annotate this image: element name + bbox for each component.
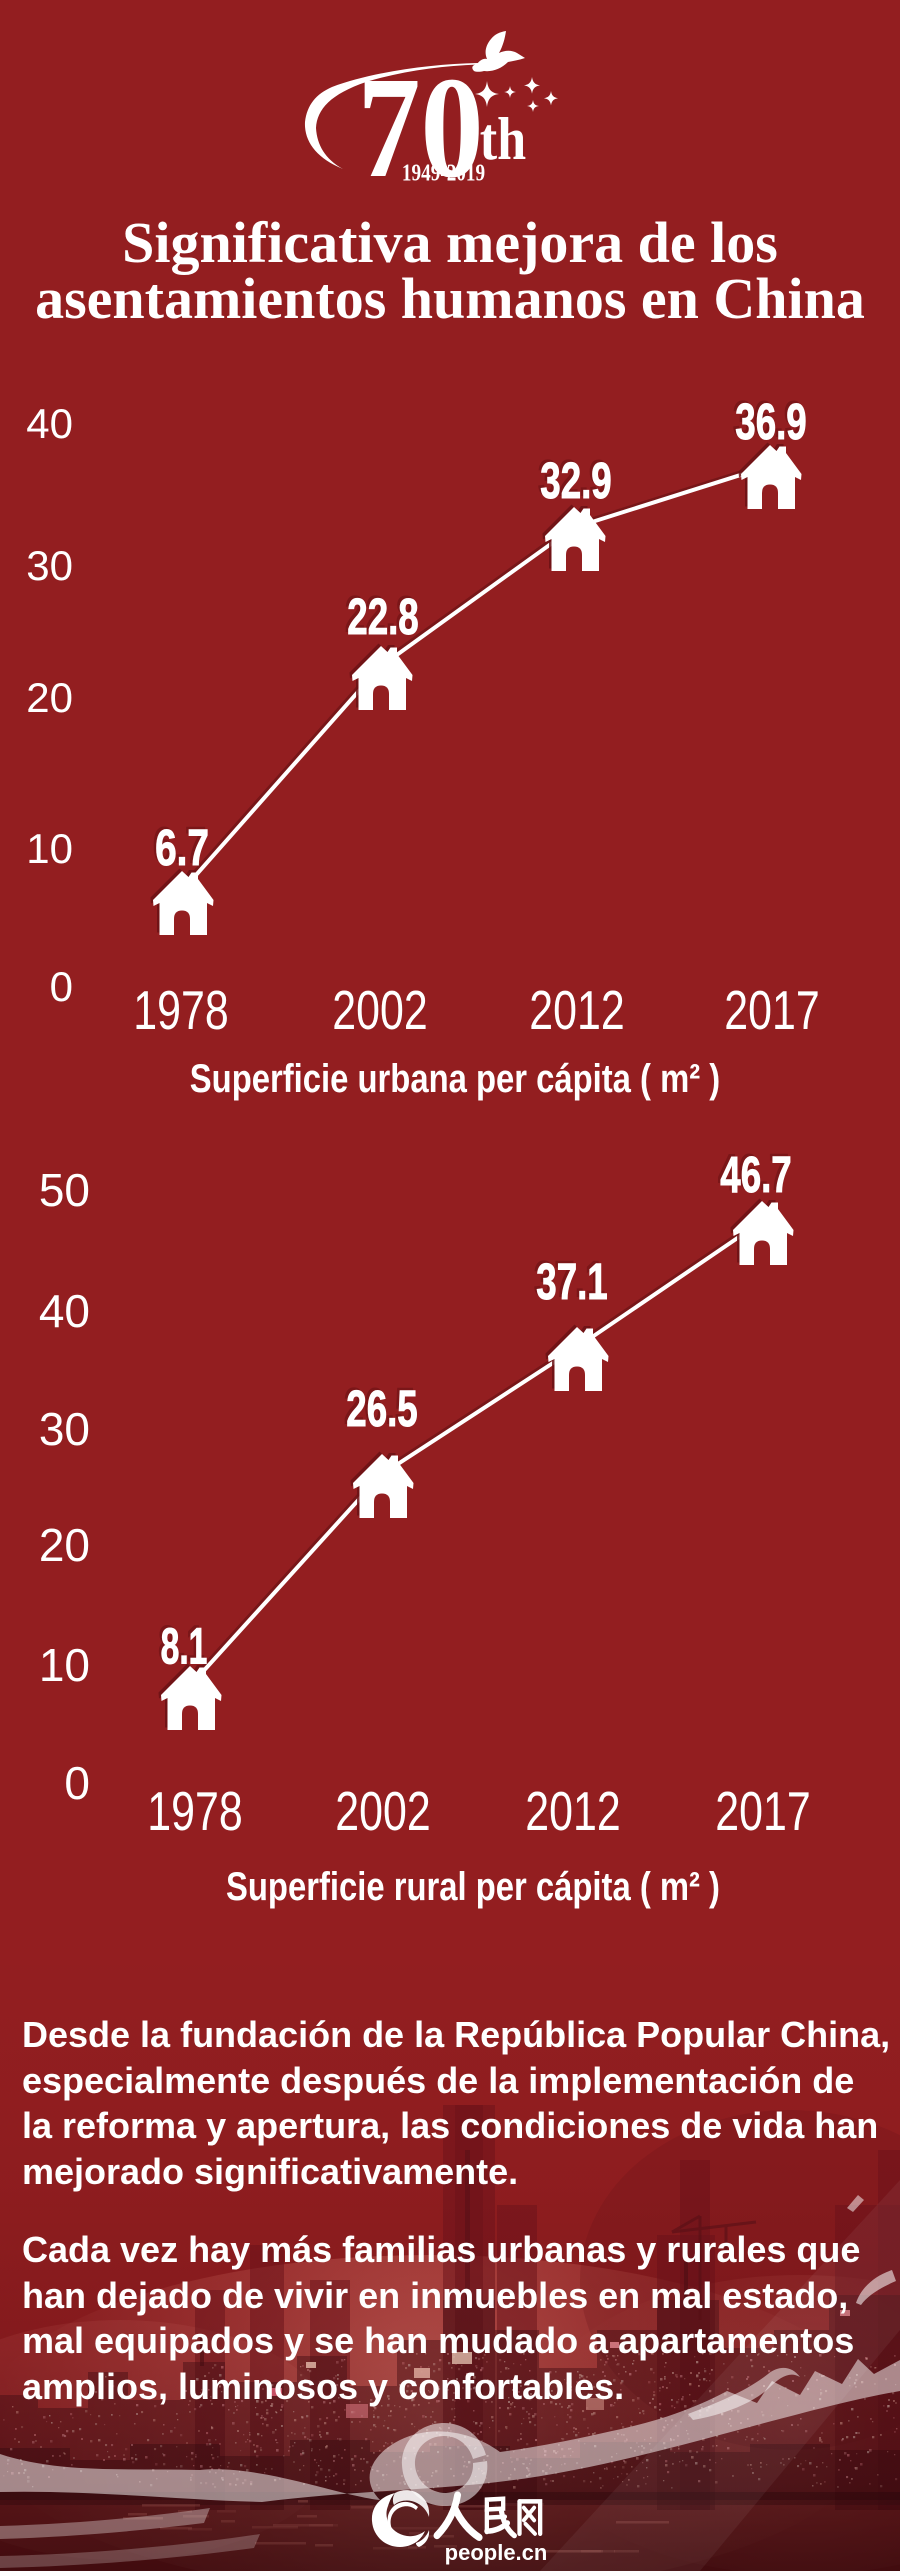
svg-text:6.7: 6.7 [155, 819, 209, 876]
svg-text:37.1: 37.1 [536, 1254, 607, 1310]
svg-text:70: 70 [357, 48, 483, 208]
svg-text:2017: 2017 [724, 980, 819, 1041]
svg-text:40: 40 [39, 1285, 90, 1337]
svg-text:2002: 2002 [332, 980, 427, 1041]
svg-text:10: 10 [26, 825, 73, 872]
svg-text:2012: 2012 [529, 980, 624, 1041]
svg-text:0: 0 [64, 1757, 90, 1809]
svg-text:th: th [480, 107, 526, 173]
svg-text:1949-2019: 1949-2019 [402, 160, 485, 187]
svg-text:0: 0 [50, 963, 73, 1010]
svg-text:30: 30 [26, 542, 73, 589]
svg-text:1978: 1978 [133, 980, 228, 1041]
svg-text:26.5: 26.5 [346, 1381, 417, 1437]
svg-text:46.7: 46.7 [720, 1147, 791, 1203]
svg-text:32.9: 32.9 [540, 453, 611, 509]
svg-text:2012: 2012 [525, 1781, 620, 1842]
svg-text:8.1: 8.1 [161, 1619, 208, 1676]
svg-text:2002: 2002 [335, 1781, 430, 1842]
svg-text:46.7: 46.7 [718, 1145, 789, 1201]
svg-text:26.5: 26.5 [344, 1379, 415, 1435]
svg-text:20: 20 [39, 1519, 90, 1571]
svg-text:37.1: 37.1 [534, 1252, 605, 1308]
svg-text:50: 50 [39, 1164, 90, 1216]
svg-text:2017: 2017 [715, 1781, 810, 1842]
svg-text:1978: 1978 [147, 1781, 242, 1842]
svg-text:20: 20 [26, 674, 73, 721]
svg-text:32.9: 32.9 [538, 451, 609, 507]
svg-text:10: 10 [39, 1639, 90, 1691]
svg-text:22.8: 22.8 [345, 587, 416, 643]
svg-text:36.9: 36.9 [735, 394, 806, 450]
svg-text:6.7: 6.7 [153, 816, 207, 873]
svg-text:people.cn: people.cn [445, 2540, 548, 2565]
svg-text:8.1: 8.1 [158, 1616, 205, 1673]
svg-text:40: 40 [26, 400, 73, 447]
svg-text:30: 30 [39, 1403, 90, 1455]
svg-text:36.9: 36.9 [733, 392, 804, 448]
svg-text:22.8: 22.8 [347, 589, 418, 645]
